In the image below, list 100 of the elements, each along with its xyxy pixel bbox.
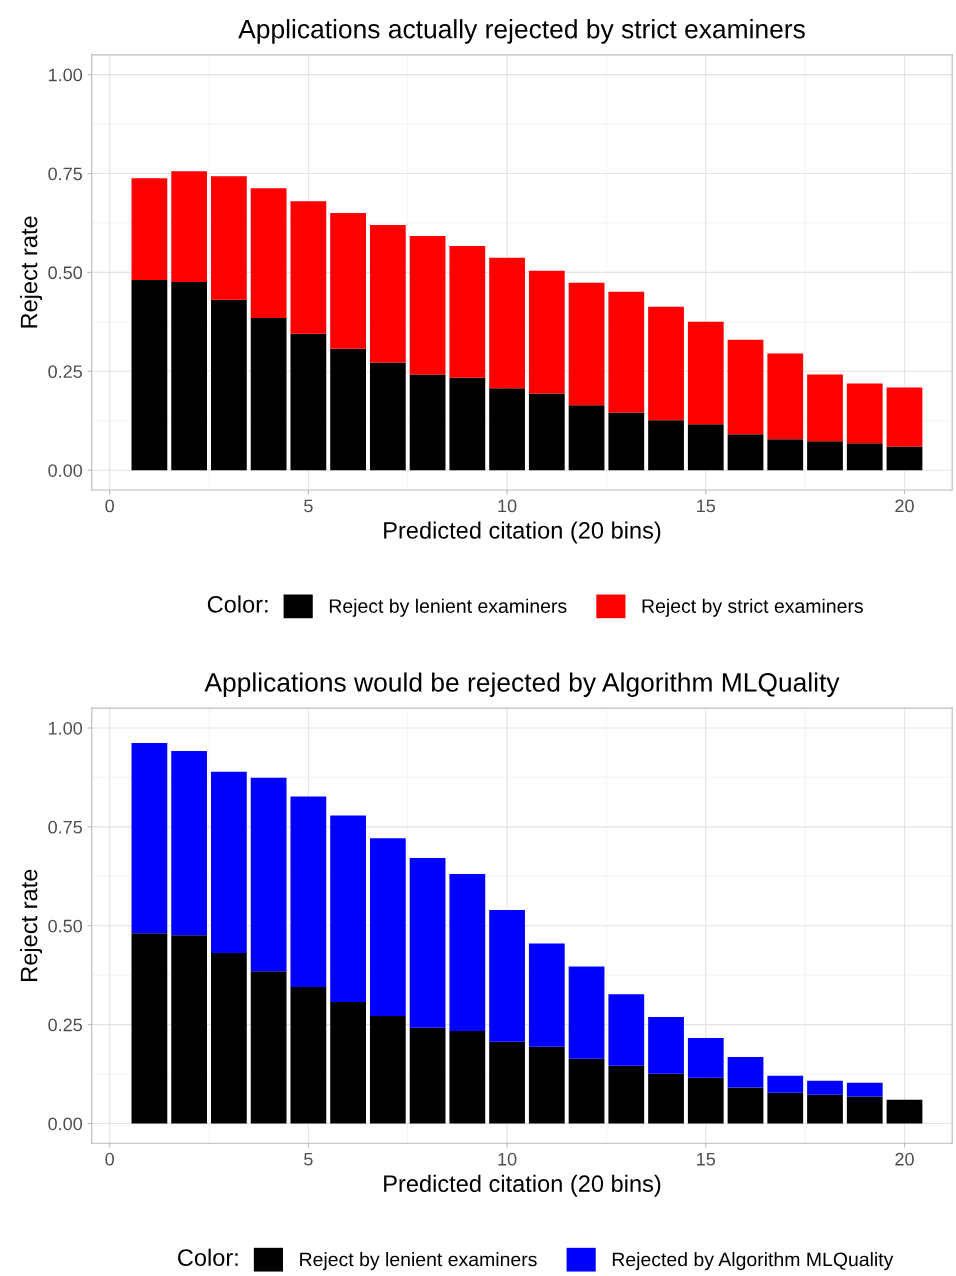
x-tick-label: 15	[697, 1152, 716, 1166]
x-axis-title: Predicted citation (20 bins)	[384, 1174, 661, 1197]
bar	[886, 1099, 923, 1124]
y-axis-title: Reject rate	[20, 869, 43, 981]
bar	[568, 1058, 605, 1124]
bar	[807, 441, 843, 471]
bar	[171, 935, 208, 1124]
bar	[369, 1015, 406, 1124]
bar	[648, 1073, 684, 1124]
bar	[489, 909, 525, 1042]
legend-label: Rejected by Algorithm MLQuality	[612, 1252, 894, 1271]
bar	[250, 317, 287, 471]
y-tick-label: 0.25	[48, 365, 82, 379]
legend-title: Color:	[178, 1248, 238, 1267]
bar	[568, 282, 605, 406]
bar	[687, 321, 724, 425]
bar	[409, 1027, 446, 1124]
bar	[369, 362, 406, 471]
x-tick-label: 10	[498, 1152, 517, 1166]
x-tick-label: 5	[304, 499, 313, 513]
bar	[528, 270, 565, 394]
bar	[409, 374, 446, 471]
bar	[171, 171, 208, 282]
bar	[409, 236, 446, 375]
bar	[767, 353, 804, 440]
bar	[409, 858, 446, 1028]
bar	[846, 383, 883, 444]
x-tick-label: 0	[105, 499, 114, 513]
bar	[489, 1041, 525, 1124]
y-tick-label: 0.75	[48, 167, 82, 181]
bar	[687, 424, 724, 471]
bar	[727, 339, 764, 435]
bar	[330, 213, 366, 349]
chart-title: Applications would be rejected by Algorithm MLQuality	[204, 672, 840, 697]
bar	[648, 420, 684, 471]
y-axis-title: Reject rate	[20, 216, 43, 328]
bar	[608, 994, 645, 1066]
bar	[290, 987, 327, 1124]
bar	[568, 966, 605, 1059]
bar	[131, 178, 168, 280]
bar	[727, 1057, 764, 1088]
bar	[608, 412, 645, 471]
chart-title: Applications actually rejected by strict examiners	[238, 19, 805, 44]
bar	[846, 1096, 883, 1124]
x-tick-label: 5	[304, 1152, 313, 1166]
x-axis-title: Predicted citation (20 bins)	[384, 521, 661, 544]
x-tick-label: 20	[895, 499, 914, 513]
bar	[369, 838, 406, 1016]
bar	[250, 188, 287, 318]
bar	[528, 943, 565, 1047]
bar	[767, 1075, 804, 1093]
y-tick-label: 0.00	[48, 1117, 83, 1131]
bar	[767, 439, 804, 471]
bar	[250, 971, 287, 1124]
bar	[290, 333, 327, 471]
y-tick-label: 0.25	[48, 1018, 82, 1032]
y-tick-label: 1.00	[48, 721, 83, 735]
bar	[767, 1092, 804, 1124]
bar	[727, 1087, 764, 1124]
bar	[211, 176, 247, 300]
bar	[608, 1065, 645, 1124]
bar	[608, 291, 645, 413]
bar	[687, 1038, 724, 1078]
bar	[449, 245, 486, 378]
bar	[211, 771, 247, 954]
y-tick-label: 1.00	[48, 68, 83, 82]
bar	[886, 387, 923, 447]
bar	[171, 750, 208, 936]
bar	[846, 1082, 883, 1097]
bar	[528, 1046, 565, 1124]
bar	[846, 443, 883, 471]
bar	[727, 434, 764, 471]
bar	[449, 873, 486, 1031]
bar	[171, 281, 208, 471]
legend-title: Color:	[207, 595, 268, 613]
bar	[131, 742, 168, 934]
bar	[131, 933, 168, 1124]
bar	[489, 257, 525, 389]
bar	[449, 1030, 486, 1124]
bar	[807, 1080, 843, 1095]
x-tick-label: 0	[105, 1152, 114, 1166]
x-tick-label: 20	[895, 1152, 914, 1166]
bar	[449, 377, 486, 471]
legend-label: Reject by lenient examiners	[300, 1252, 537, 1271]
bar	[330, 815, 366, 1003]
bar	[528, 393, 565, 471]
y-tick-label: 0.75	[48, 820, 82, 834]
legend-label: Reject by lenient examiners	[329, 598, 567, 617]
x-tick-label: 15	[697, 499, 716, 513]
bar	[330, 348, 366, 471]
bar	[648, 1017, 684, 1074]
bar	[807, 374, 843, 442]
bar	[211, 299, 247, 471]
bar	[131, 279, 168, 471]
legend-label: Reject by strict examiners	[642, 598, 863, 617]
bar	[489, 388, 525, 471]
bar	[290, 201, 327, 334]
bar	[290, 796, 327, 988]
y-tick-label: 0.50	[48, 919, 83, 933]
y-tick-label: 0.50	[48, 266, 83, 280]
